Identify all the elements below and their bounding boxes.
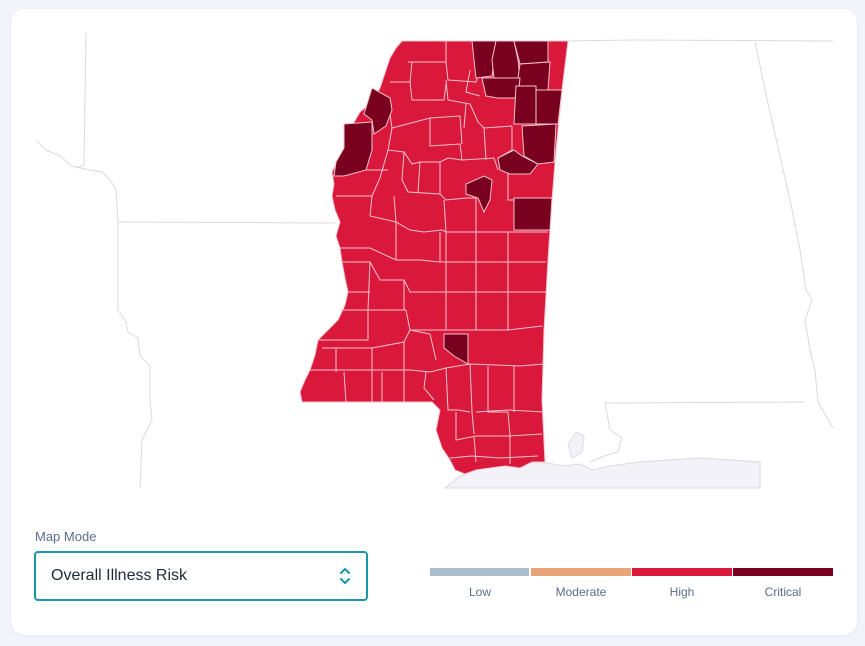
legend-label-moderate: Moderate — [555, 585, 607, 599]
risk-map[interactable] — [0, 0, 865, 500]
map-mode-value: Overall Illness Risk — [51, 567, 188, 584]
county-critical — [513, 197, 553, 231]
county-borders — [310, 40, 548, 464]
select-chevron-updown-icon — [340, 568, 350, 584]
map-view[interactable] — [0, 0, 865, 500]
map-mode-label: Map Mode — [35, 529, 97, 544]
county-critical — [497, 149, 539, 175]
county-critical — [465, 175, 493, 214]
legend-swatch-critical — [733, 568, 833, 576]
legend-swatch-low — [430, 568, 529, 576]
county-critical — [363, 87, 393, 135]
county-critical — [481, 77, 521, 99]
county-critical — [333, 121, 373, 177]
legend-label-critical: Critical — [764, 585, 802, 599]
county-critical — [443, 333, 469, 365]
legend-label-low: Low — [468, 585, 491, 599]
county-critical — [513, 85, 537, 125]
county-critical — [535, 89, 563, 125]
map-mode-select[interactable]: Overall Illness Risk — [34, 551, 368, 601]
legend-swatch-high — [632, 568, 732, 576]
critical-counties[interactable] — [333, 40, 563, 365]
county-critical — [521, 123, 557, 165]
county-critical — [513, 40, 549, 65]
legend-label-high: High — [669, 585, 695, 599]
legend-swatch-moderate — [531, 568, 631, 576]
